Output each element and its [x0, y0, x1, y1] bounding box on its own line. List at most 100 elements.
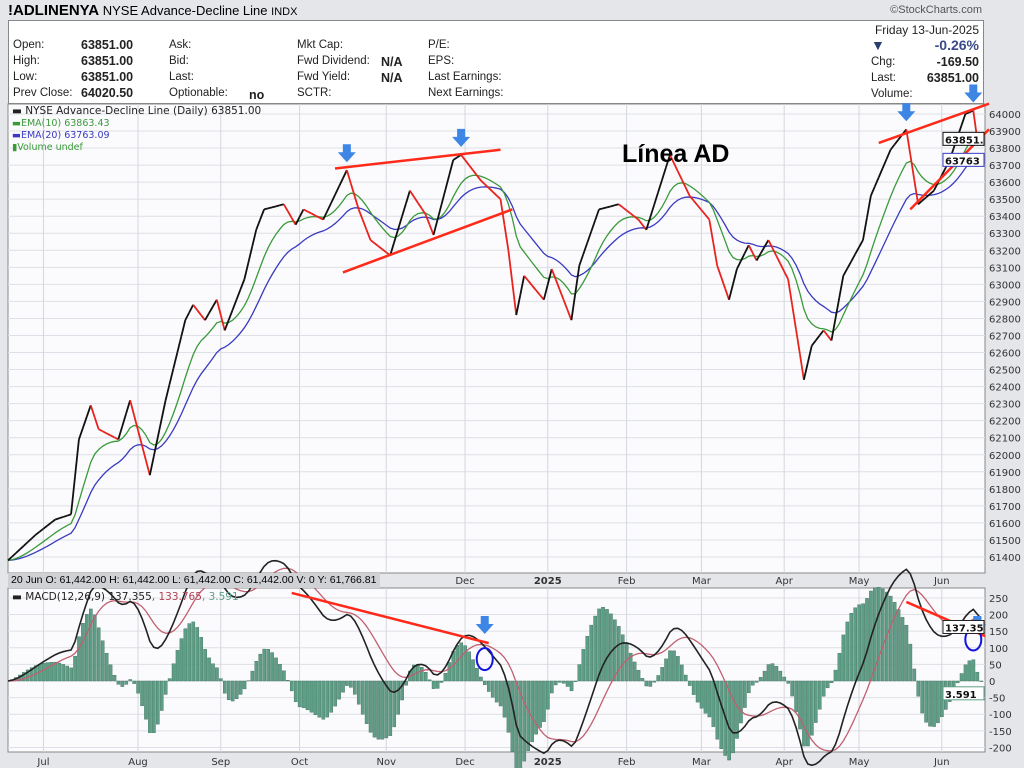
price-segment — [184, 312, 191, 321]
macd-histogram-bar — [518, 680, 523, 768]
macd-histogram-bar — [431, 680, 436, 689]
price-segment — [763, 239, 770, 248]
price-segment — [546, 268, 553, 285]
macd-histogram-bar — [372, 680, 377, 738]
macd-histogram-bar — [140, 680, 144, 706]
price-segment — [940, 167, 947, 176]
macd-histogram-bar — [936, 680, 940, 724]
price-segment — [476, 174, 482, 181]
macd-histogram-bar — [628, 652, 633, 682]
price-segment — [519, 275, 526, 296]
macd-histogram-bar — [617, 626, 621, 682]
price-segment — [626, 209, 632, 215]
price-segment — [267, 206, 273, 210]
price-segment — [665, 154, 671, 168]
price-segment — [488, 187, 494, 193]
price-segment — [747, 244, 754, 254]
macd-x-tick-label: Aug — [128, 757, 148, 768]
price-segment — [192, 304, 198, 311]
macd-histogram-bar — [479, 676, 483, 682]
macd-histogram-bar — [506, 680, 511, 733]
price-segment — [212, 299, 218, 307]
price-segment — [156, 418, 163, 438]
macd-histogram-bar — [250, 670, 255, 682]
macd-histogram-bar — [597, 608, 601, 682]
low-label: Low: — [13, 71, 38, 83]
price-segment — [125, 399, 132, 414]
price-segment — [345, 169, 352, 184]
macd-histogram-bar — [699, 680, 704, 709]
price-segment — [413, 196, 419, 204]
price-segment — [460, 154, 466, 161]
macd-histogram-bar — [61, 664, 66, 682]
macd-histogram-bar — [605, 609, 609, 682]
macd-histogram-bar — [644, 680, 649, 687]
macd-histogram-bar — [325, 680, 330, 718]
price-segment — [716, 265, 722, 278]
percent-change: -0.26% — [934, 37, 979, 53]
macd-histogram-bar — [967, 660, 972, 682]
macd-histogram-bar — [297, 680, 302, 708]
macd-histogram-bar — [766, 664, 771, 682]
macd-histogram-bar — [786, 680, 791, 684]
price-segment — [353, 196, 360, 210]
y-tick-label: 62600 — [989, 349, 1021, 360]
macd-histogram-bar — [731, 680, 735, 754]
macd-histogram-bar — [810, 680, 814, 736]
macd-histogram-bar — [932, 680, 936, 727]
price-segment — [58, 516, 64, 520]
price-segment — [417, 202, 423, 210]
macd-histogram-bar — [971, 659, 976, 682]
price-segment — [965, 111, 970, 115]
symbol-name: NYSE Advance-Decline Line — [102, 3, 268, 18]
macd-histogram-bar — [29, 667, 34, 682]
macd-histogram-bar — [829, 680, 834, 683]
price-segment — [850, 253, 856, 262]
macd-histogram-bar — [916, 680, 921, 697]
price-segment — [78, 427, 84, 440]
fwd-yield-label: Fwd Yield: — [297, 71, 351, 83]
macd-histogram-bar — [711, 680, 716, 727]
price-segment — [35, 531, 41, 536]
price-segment — [787, 279, 793, 305]
price-segment — [7, 556, 13, 562]
legend-main: ▬ NYSE Advance-Decline Line (Daily) 6385… — [12, 105, 262, 117]
macd-histogram-bar — [904, 625, 909, 682]
price-segment — [606, 205, 612, 209]
price-segment — [196, 309, 202, 316]
macd-histogram-bar — [96, 627, 101, 682]
price-segment — [673, 162, 679, 172]
price-segment — [215, 299, 222, 316]
price-segment — [365, 229, 372, 241]
price-segment — [440, 189, 447, 206]
legend-macd: ▬ MACD(12,26,9) 137.355, 133.765, 3.591 — [12, 591, 239, 603]
macd-histogram-bar — [183, 628, 188, 682]
y-tick-label: 62000 — [989, 451, 1021, 462]
price-segment — [70, 476, 76, 515]
macd-histogram-bar — [896, 609, 901, 682]
macd-histogram-bar — [447, 662, 452, 682]
price-segment — [811, 340, 817, 347]
ema10-line — [7, 136, 982, 562]
macd-x-tick-label: Mar — [692, 757, 712, 768]
macd-x-tick-label: Feb — [618, 757, 636, 768]
macd-histogram-bar — [908, 643, 913, 682]
y-tick-label: 62500 — [989, 366, 1021, 377]
macd-histogram-bar — [676, 656, 680, 682]
price-segment — [283, 203, 289, 212]
macd-histogram-bar — [195, 627, 200, 682]
sctr-label: SCTR: — [297, 87, 332, 99]
macd-histogram-bar — [510, 680, 515, 752]
price-segment — [357, 209, 364, 220]
price-segment — [913, 179, 920, 205]
hist-value-label-box — [942, 686, 985, 701]
macd-histogram-bar — [861, 603, 865, 682]
macd-histogram-bar — [806, 680, 810, 747]
price-segment — [452, 156, 458, 161]
optionable-label: Optionable: — [169, 87, 228, 99]
macd-histogram-bar — [833, 669, 838, 682]
price-segment — [19, 545, 25, 551]
macd-histogram-bar — [727, 680, 731, 761]
price-segment — [235, 289, 242, 301]
